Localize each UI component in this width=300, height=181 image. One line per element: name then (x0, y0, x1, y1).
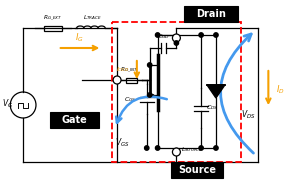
Text: $C_{GS}$: $C_{GS}$ (124, 96, 137, 104)
Circle shape (148, 93, 152, 97)
Text: $V_{GS}$: $V_{GS}$ (115, 137, 129, 149)
Text: $R_{G\_EXT}$: $R_{G\_EXT}$ (43, 13, 63, 22)
Circle shape (145, 146, 149, 150)
Text: Source: Source (178, 165, 216, 175)
Bar (50, 112, 99, 128)
Text: Gate: Gate (62, 115, 87, 125)
Circle shape (174, 41, 178, 45)
Circle shape (199, 33, 203, 37)
Circle shape (172, 148, 180, 156)
Circle shape (113, 76, 121, 84)
Text: $C_{GD}$: $C_{GD}$ (157, 32, 169, 41)
Polygon shape (207, 85, 225, 98)
Text: $L_{SOURCE}$: $L_{SOURCE}$ (181, 146, 204, 154)
Text: $C_{DS}$: $C_{DS}$ (206, 104, 218, 112)
Text: $R_{G\_INT}$: $R_{G\_INT}$ (120, 65, 139, 74)
Text: $I_{CGD}$: $I_{CGD}$ (116, 66, 130, 74)
Text: $V_{DS}$: $V_{DS}$ (241, 109, 256, 121)
Bar (172, 162, 223, 178)
Circle shape (148, 63, 152, 67)
Circle shape (155, 33, 160, 37)
Text: $I_G$: $I_G$ (75, 31, 84, 44)
Text: $I_D$: $I_D$ (276, 84, 285, 96)
Bar (112, 22, 241, 162)
Circle shape (155, 146, 160, 150)
Circle shape (172, 34, 180, 42)
Text: $V_G$: $V_G$ (2, 98, 13, 110)
Bar (126, 77, 136, 83)
Circle shape (214, 146, 218, 150)
Text: Drain: Drain (196, 9, 226, 19)
Text: $L_{TRACE}$: $L_{TRACE}$ (83, 13, 102, 22)
Bar (44, 26, 62, 31)
Circle shape (214, 33, 218, 37)
Circle shape (199, 146, 203, 150)
Bar (184, 6, 238, 22)
